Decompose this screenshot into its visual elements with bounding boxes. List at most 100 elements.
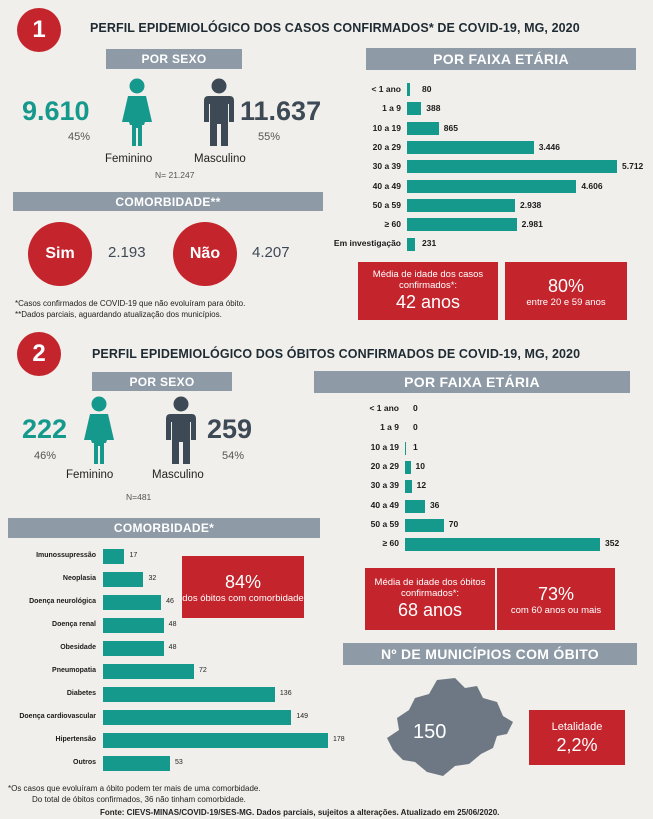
bar-value: 3.446 [538, 141, 560, 152]
bar [407, 141, 534, 155]
bar [405, 518, 444, 532]
male-pct-1: 55% [258, 131, 281, 143]
male-figure-icon-1 [204, 78, 234, 146]
age-banner-2: POR FAIXA ETÁRIA [314, 371, 630, 393]
n-total-1: N= 21.247 [155, 170, 195, 180]
age-chart-cases: < 1 ano 80 1 a 9 388 10 a 19 865 20 a 29 3.446 3… [310, 80, 650, 255]
bar [407, 198, 515, 212]
bar-value: 1 [413, 441, 418, 452]
comorbidity-yes-circle: Sim [28, 222, 92, 286]
bar-label: < 1 ano [371, 84, 401, 94]
bar-label: 10 a 19 [372, 122, 401, 133]
bar-value: 53 [174, 759, 183, 766]
lethality-value: 2,2% [556, 734, 598, 755]
bar-label: 1 a 9 [382, 103, 401, 114]
bar [407, 121, 439, 135]
pct-value-2: 73% [537, 583, 575, 604]
bar-label: 40 a 49 [370, 499, 399, 510]
bar-value: 149 [296, 713, 309, 720]
bar [103, 572, 144, 587]
bar [407, 218, 517, 232]
bar [103, 549, 125, 564]
bar [103, 618, 164, 633]
avg-age-box-2: Média de idade dos óbitos confirmados*: … [365, 568, 495, 630]
female-pct-2: 46% [34, 450, 57, 462]
lethality-label: Letalidade [551, 720, 603, 733]
comorbidity-yes-value: 2.193 [108, 244, 146, 261]
footer-source: Fonte: CIEVS-MINAS/COVID-19/SES-MG. Dado… [100, 808, 500, 817]
note-1a: *Casos confirmados de COVID-19 que não e… [15, 299, 246, 308]
age-banner-1: POR FAIXA ETÁRIA [366, 48, 636, 70]
male-count-1: 11.637 [240, 96, 322, 126]
bar-label: < 1 ano [369, 403, 399, 413]
bar-value: 5.712 [622, 161, 644, 172]
note-2b: Do total de óbitos confirmados, 36 não t… [32, 795, 246, 804]
bar-value: 80 [422, 84, 432, 94]
bar-label: ≥ 60 [382, 538, 399, 549]
bar [103, 710, 292, 725]
pct-value-1: 80% [547, 275, 585, 296]
bar-value: 4.606 [581, 180, 603, 191]
bar-label: ≥ 60 [384, 219, 401, 230]
comorbidity-no-circle: Não [173, 222, 237, 286]
bar-value: 178 [333, 736, 345, 743]
female-figure-icon-2 [84, 396, 114, 464]
bar [407, 179, 577, 193]
bar-label: 50 a 59 [372, 199, 401, 210]
bar [103, 595, 162, 610]
bar [405, 461, 411, 475]
female-label-2: Feminino [66, 469, 114, 481]
bar-label: 40 a 49 [372, 180, 401, 191]
bar [407, 102, 422, 116]
bar-value: 388 [426, 103, 441, 114]
bar-label: 10 a 19 [370, 441, 399, 452]
avg-age-value-1: 42 anos [395, 292, 461, 312]
note-2a: *Os casos que evoluíram a óbito podem te… [8, 784, 261, 793]
female-figure-icon-1 [122, 78, 152, 146]
minas-gerais-map-icon [387, 678, 513, 776]
section-title-1: PERFIL EPIDEMIOLÓGICO DOS CASOS CONFIRMA… [90, 21, 580, 35]
bar-label: 1 a 9 [380, 422, 399, 433]
bar-label: 50 a 59 [370, 518, 399, 529]
bar [405, 480, 412, 494]
bar-label: 30 a 39 [370, 480, 399, 491]
bar-label: 30 a 39 [372, 161, 401, 172]
bar-value: 2.981 [521, 219, 543, 230]
bar-label: Hipertensão [55, 736, 96, 743]
bar [407, 83, 410, 97]
sex-banner-1: POR SEXO [106, 49, 242, 69]
bar-value: 70 [448, 518, 459, 529]
comorbidity-no-value: 4.207 [252, 244, 290, 261]
comorbidity-chart-deaths: Imunossupressão 17 Neoplasia 32 Doença neuro… [0, 545, 345, 780]
bar-value: 352 [605, 538, 620, 549]
bar [407, 237, 416, 251]
bar [103, 641, 164, 656]
bar [405, 499, 425, 513]
n-total-2: N=481 [126, 492, 152, 502]
municipalities-banner: Nº DE MUNICÍPIOS COM ÓBITO [343, 643, 637, 665]
male-count-2: 259 [207, 414, 253, 444]
female-count-2: 222 [22, 414, 68, 444]
bar [103, 664, 194, 679]
bar-label: Diabetes [66, 690, 96, 697]
pct-text-2: com 60 anos ou mais [510, 604, 602, 616]
municipalities-count: 150 [413, 721, 447, 743]
avg-age-value-2: 68 anos [397, 600, 463, 620]
male-pct-2: 54% [222, 450, 245, 462]
male-label-2: Masculino [152, 469, 204, 481]
bar-value: 12 [416, 480, 427, 491]
bar-value: 48 [168, 621, 177, 628]
bar-value: 48 [168, 644, 177, 651]
bar-value: 136 [279, 690, 292, 697]
bar [405, 538, 600, 552]
age-chart-deaths: < 1 ano 0 1 a 9 0 10 a 19 1 20 a 29 10 30 a 39 12… [300, 400, 650, 560]
male-label-1: Masculino [194, 153, 246, 165]
comorbidity-pct-box: 84% dos óbitos com comorbidade [182, 556, 304, 618]
comorbidity-pct-text: dos óbitos com comorbidade [182, 592, 304, 604]
bar-value: 72 [199, 667, 207, 674]
bar-label: Outros [73, 759, 96, 766]
comorbidity-banner-1: COMORBIDADE** [13, 192, 323, 211]
female-count-1: 9.610 [22, 96, 90, 126]
male-figure-icon-2 [166, 396, 196, 464]
comorbidity-pct-value: 84% [224, 571, 262, 592]
